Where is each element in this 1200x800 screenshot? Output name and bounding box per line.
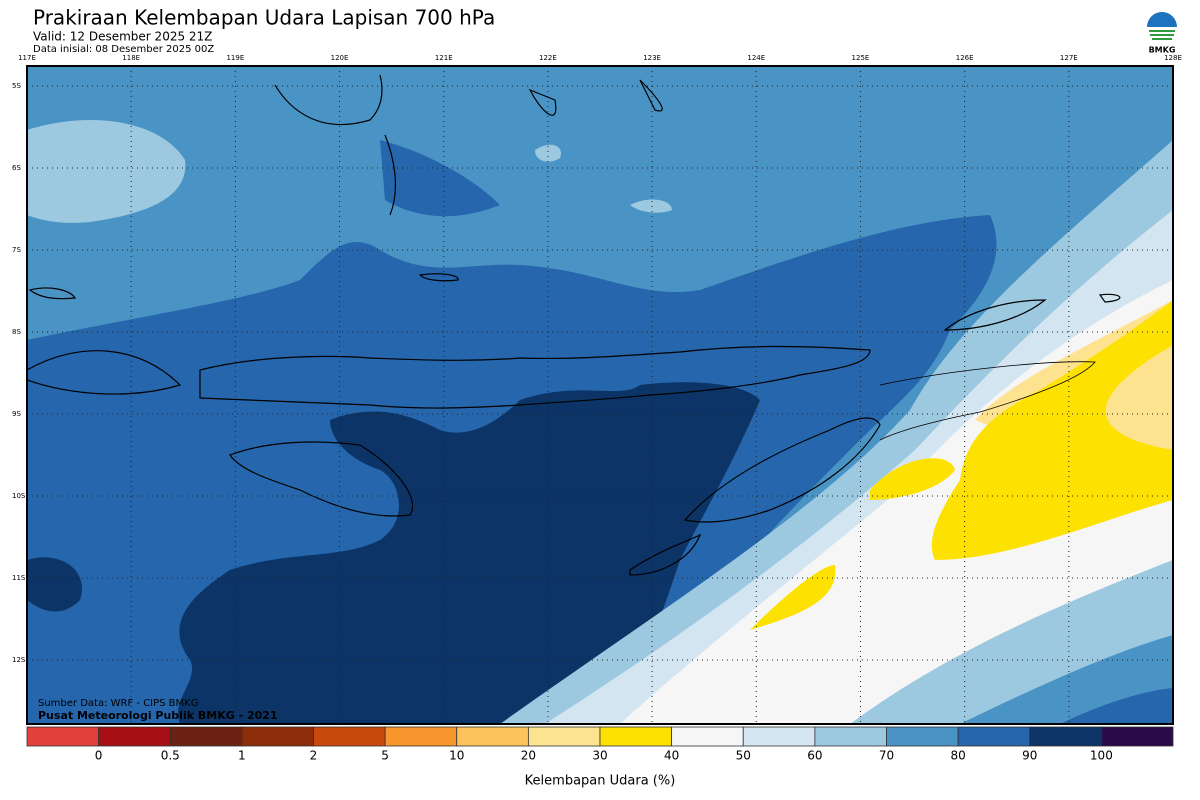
colorbar-label: 2 xyxy=(310,749,318,763)
colorbar-swatch xyxy=(456,726,529,747)
colorbar-swatch xyxy=(599,726,673,747)
colorbar-swatch xyxy=(241,726,314,747)
coastlines xyxy=(27,74,1121,576)
colorbar-swatch xyxy=(957,726,1031,747)
boundary xyxy=(879,361,1096,441)
colorbar-swatch xyxy=(384,726,458,747)
colorbar-label: 0.5 xyxy=(161,749,180,763)
longitude-label: 123E xyxy=(643,54,661,62)
colorbar-swatch xyxy=(814,726,887,747)
coastline xyxy=(28,273,459,300)
colorbar-swatch xyxy=(1100,726,1174,747)
colorbar: 0 0.5 1 2 5 10 20 30 40 50 60 70 80 90 100 xyxy=(26,726,1174,763)
title: Prakiraan Kelembapan Udara Lapisan 700 h… xyxy=(33,6,495,30)
latitude-label: 5S xyxy=(12,82,21,90)
latitude-label: 9S xyxy=(12,410,21,418)
logo: BMKG xyxy=(1146,12,1178,55)
humidity-field xyxy=(535,144,672,213)
longitude-label: 121E xyxy=(435,54,453,62)
coastline xyxy=(229,441,414,517)
colorbar-label: 60 xyxy=(807,749,822,763)
latitude-label: 6S xyxy=(12,164,21,172)
humidity-field xyxy=(177,382,760,724)
longitude-label: 128E xyxy=(1164,54,1182,62)
colorbar-label: 90 xyxy=(1022,749,1037,763)
colorbar-swatch xyxy=(886,726,959,747)
credit: Sumber Data: WRF - CIPS BMKG xyxy=(38,698,198,709)
colorbar-swatch xyxy=(742,726,816,747)
logo-text: BMKG xyxy=(1149,46,1176,55)
longitude-label: 119E xyxy=(226,54,244,62)
humidity-field xyxy=(27,557,82,612)
latitude-label: 10S xyxy=(12,492,26,500)
map-frame xyxy=(26,65,1174,725)
graticule xyxy=(27,66,1173,724)
colorbar-label: 0 xyxy=(95,749,103,763)
longitude-label: 127E xyxy=(1060,54,1078,62)
colorbar-label: 40 xyxy=(664,749,679,763)
coastline xyxy=(528,79,663,116)
coastline xyxy=(199,345,871,409)
humidity-field xyxy=(1060,688,1173,724)
initial-time: Data inisial: 08 Desember 2025 00Z xyxy=(33,44,214,55)
colorbar-swatch xyxy=(26,726,100,747)
colorbar-label: 20 xyxy=(521,749,536,763)
colorbar-label: 80 xyxy=(950,749,965,763)
coastline xyxy=(943,293,1121,331)
longitude-label: 122E xyxy=(539,54,557,62)
latitude-label: 11S xyxy=(12,574,26,582)
coastline xyxy=(629,417,881,576)
longitude-label: 125E xyxy=(852,54,870,62)
colorbar-swatch xyxy=(671,726,744,747)
humidity-field xyxy=(27,120,186,223)
latitude-label: 12S xyxy=(12,656,26,664)
colorbar-swatch xyxy=(313,726,386,747)
colorbar-label: 50 xyxy=(736,749,751,763)
latitude-label: 7S xyxy=(12,246,21,254)
colorbar-swatch xyxy=(169,726,243,747)
longitude-label: 117E xyxy=(18,54,36,62)
longitude-label: 120E xyxy=(331,54,349,62)
colorbar-label: 30 xyxy=(592,749,607,763)
humidity-field xyxy=(931,300,1173,560)
colorbar-swatch xyxy=(527,726,601,747)
colorbar-label: 1 xyxy=(238,749,246,763)
longitude-label: 118E xyxy=(122,54,140,62)
colorbar-title: Kelembapan Udara (%) xyxy=(525,774,676,789)
latitude-label: 8S xyxy=(12,328,21,336)
colorbar-label: 70 xyxy=(879,749,894,763)
longitude-label: 126E xyxy=(956,54,974,62)
coastline xyxy=(27,350,182,395)
humidity-field xyxy=(380,140,500,217)
longitude-label: 124E xyxy=(747,54,765,62)
credit: Pusat Meteorologi Publik BMKG - 2021 xyxy=(38,709,278,722)
valid-time: Valid: 12 Desember 2025 21Z xyxy=(33,30,212,44)
map-field xyxy=(27,66,1173,724)
colorbar-label: 5 xyxy=(381,749,389,763)
colorbar-swatch xyxy=(98,726,171,747)
colorbar-label: 100 xyxy=(1090,749,1113,763)
colorbar-swatch xyxy=(1029,726,1102,747)
coastline xyxy=(274,74,397,216)
humidity-field xyxy=(750,458,955,630)
logo-stripes xyxy=(1149,30,1175,40)
colorbar-label: 10 xyxy=(449,749,464,763)
